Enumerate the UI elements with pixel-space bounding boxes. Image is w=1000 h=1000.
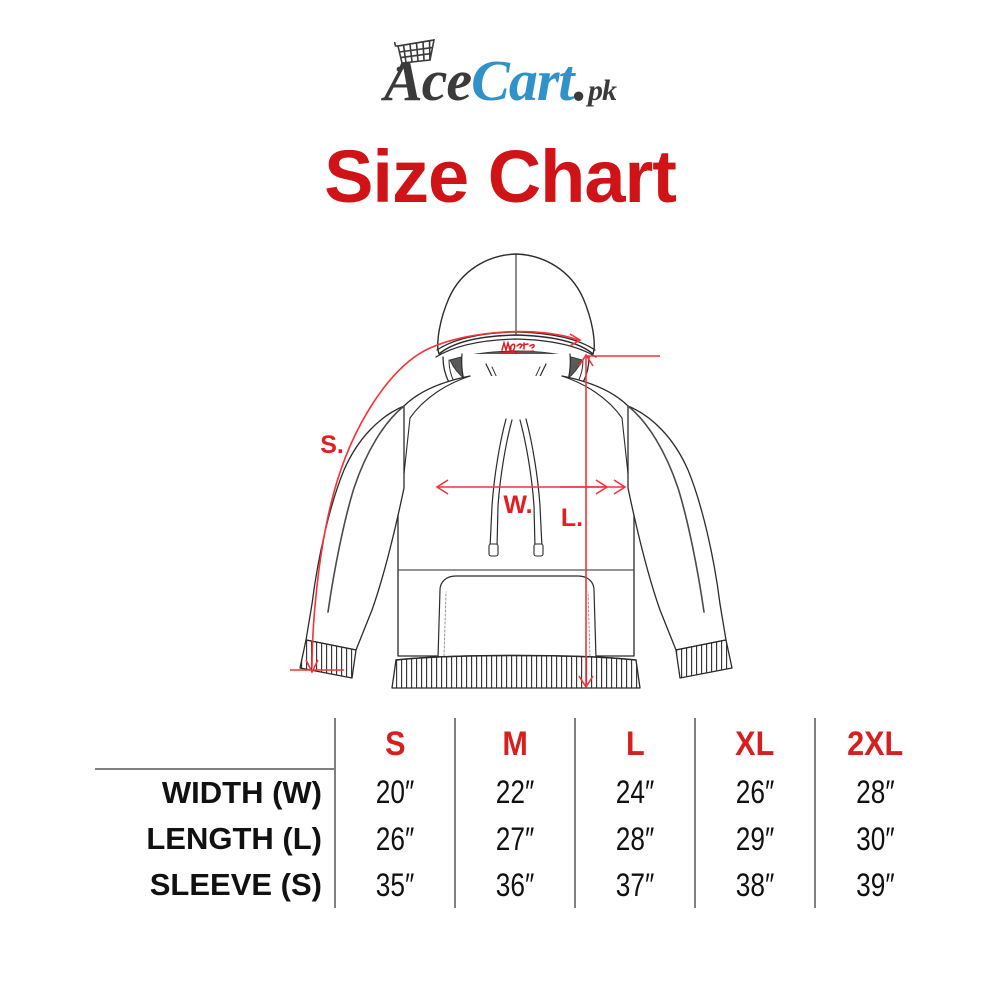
cell-length-xl: 29″ <box>704 816 805 862</box>
row-label-length: LENGTH (L) <box>146 821 322 856</box>
cell-sleeve-2xl: 39″ <box>824 862 925 908</box>
cell-sleeve-l: 37″ <box>584 862 685 908</box>
drawstrings <box>488 418 544 557</box>
row-label-sleeve: SLEEVE (S) <box>149 867 322 902</box>
table-row: WIDTH (W) 20″ 22″ 24″ 26″ 28″ <box>95 769 935 816</box>
cell-width-xl: 26″ <box>704 769 805 816</box>
cell-length-2xl: 30″ <box>824 816 925 862</box>
neck-signature-mark <box>499 340 535 354</box>
cell-width-m: 22″ <box>464 769 565 816</box>
cell-width-s: 20″ <box>344 769 445 816</box>
width-label: W. <box>503 491 532 519</box>
cell-width-2xl: 28″ <box>824 769 925 816</box>
sleeve-label: S. <box>320 431 344 459</box>
column-header-xl: XL <box>694 718 815 769</box>
cell-length-l: 28″ <box>584 816 685 862</box>
brand-tld: pk <box>588 74 617 107</box>
column-header-2xl: 2XL <box>814 718 935 769</box>
hoodie-sleeves <box>305 405 727 651</box>
cell-width-l: 24″ <box>584 769 685 816</box>
cell-sleeve-xl: 38″ <box>704 862 805 908</box>
sleeve-measure-line <box>290 330 582 674</box>
page-title: Size Chart <box>324 135 677 218</box>
table-corner-cell <box>95 718 335 770</box>
column-header-s: S <box>334 718 455 769</box>
brand-name-secondary: Cart <box>471 48 574 113</box>
column-header-l: L <box>574 718 695 769</box>
row-label-width: WIDTH (W) <box>161 775 322 810</box>
column-header-m: M <box>454 718 575 769</box>
hoodie-illustration: S. W. L. <box>0 226 1000 716</box>
table-row: SLEEVE (S) 35″ 36″ 37″ 38″ 39″ <box>95 862 935 908</box>
table-header-row: S M L XL 2XL <box>95 718 935 770</box>
size-chart-table: S M L XL 2XL WIDTH (W) 20″ 22″ 24″ 26″ 2… <box>95 718 935 908</box>
cell-length-m: 27″ <box>464 816 565 862</box>
measurement-annotations <box>290 330 660 689</box>
brand-logo: Ace Cart . pk <box>0 39 1000 116</box>
brand-dot: . <box>573 48 588 113</box>
table-row: LENGTH (L) 26″ 27″ 28″ 29″ 30″ <box>95 816 935 862</box>
cell-length-s: 26″ <box>344 816 445 862</box>
bottom-hem-rib <box>391 654 641 689</box>
length-measure-line <box>560 353 660 689</box>
length-label: L. <box>561 504 583 532</box>
brand-name-primary: Ace <box>383 48 472 113</box>
hood-shape <box>435 253 597 358</box>
cell-sleeve-m: 36″ <box>464 862 565 908</box>
cell-sleeve-s: 35″ <box>344 862 445 908</box>
kangaroo-pocket <box>397 569 635 659</box>
shopping-cart-icon <box>393 24 438 72</box>
